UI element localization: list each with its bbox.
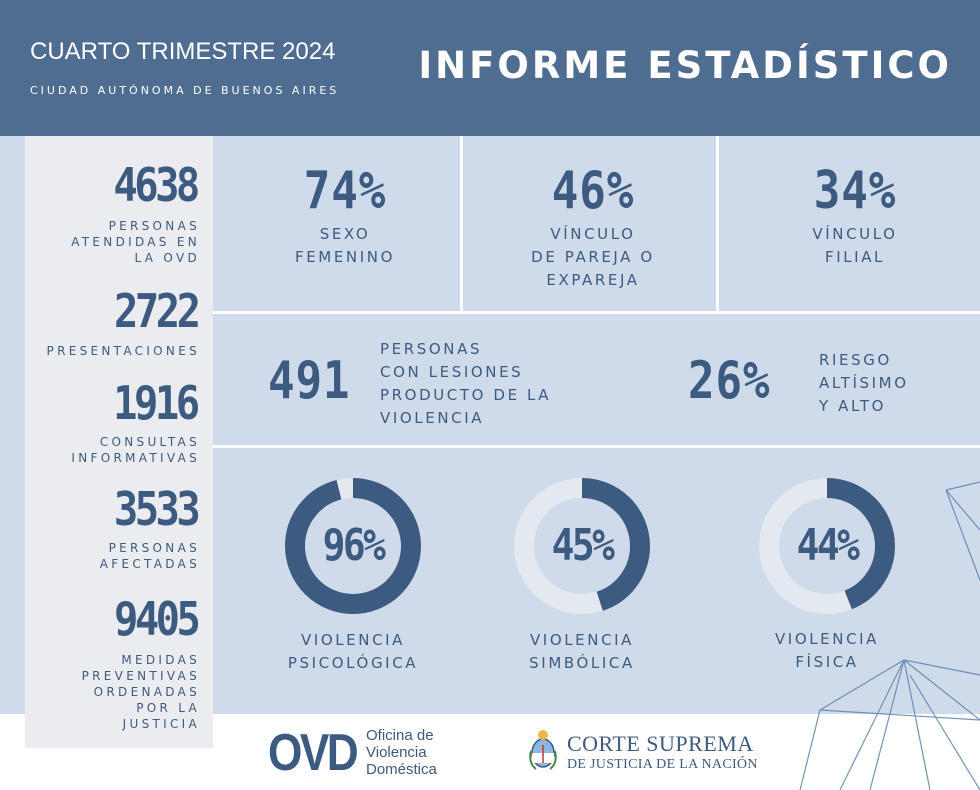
header-banner: CUARTO TRIMESTRE 2024 CIUDAD AUTÓNOMA DE… — [0, 0, 980, 136]
donut-symbolic-violence: 45% — [512, 476, 652, 616]
divider — [213, 311, 980, 314]
stat-label: CONSULTAS INFORMATIVAS — [71, 435, 200, 465]
donut-label: VIOLENCIA PSICOLÓGICA — [287, 631, 419, 672]
ovd-name: Oficina de Violencia Doméstica — [366, 727, 437, 778]
stat-value: 46% — [551, 161, 635, 221]
ring-fill — [759, 478, 895, 614]
stat-injuries-value: 491 — [268, 351, 351, 411]
donut-label: VIOLENCIA SIMBÓLICA — [529, 631, 635, 672]
donut-physical-violence: 44% — [757, 476, 897, 616]
stat-value: 1916 — [113, 376, 201, 430]
donut-label: VIOLENCIA FÍSICA — [774, 630, 880, 671]
stat-injuries-label: PERSONAS CON LESIONES PRODUCTO DE LA VIO… — [380, 340, 552, 427]
ring-fill — [514, 478, 650, 614]
court-crest-icon — [529, 730, 557, 770]
stat-label: VÍNCULO DE PAREJA O EXPAREJA — [531, 225, 655, 289]
stat-value: 2722 — [113, 284, 201, 338]
donut-value: 44% — [796, 520, 860, 571]
ovd-logo: OVD — [268, 724, 359, 782]
stat-label: PRESENTACIONES — [46, 344, 200, 358]
stat-label: VÍNCULO FILIAL — [812, 225, 898, 266]
divider — [213, 445, 980, 448]
divider — [460, 136, 463, 312]
stat-value: 9405 — [113, 592, 201, 646]
summary-sidebar: 4638 PERSONAS ATENDIDAS EN LA OVD 2722 P… — [25, 136, 213, 748]
stat-value: 34% — [813, 161, 897, 221]
decorative-polygon-graphic — [799, 481, 980, 790]
stat-label: PERSONAS AFECTADAS — [99, 541, 200, 571]
stat-value: 74% — [303, 161, 387, 221]
court-name-line1: CORTE SUPREMA — [567, 731, 754, 756]
stat-partner-relationship: 46% VÍNCULO DE PAREJA O EXPAREJA — [478, 162, 708, 292]
stat-affected-persons: 3533 PERSONAS AFECTADAS — [99, 482, 201, 572]
stat-risk-label: RIESGO ALTÍSIMO Y ALTO — [819, 351, 909, 415]
donut-psychological-violence: 96% — [283, 476, 423, 616]
stat-value: 3533 — [113, 482, 201, 536]
stat-persons-attended: 4638 PERSONAS ATENDIDAS EN LA OVD — [71, 158, 201, 266]
donut-value: 96% — [322, 520, 386, 571]
stat-preventive-measures: 9405 MEDIDAS PREVENTIVAS ORDENADAS POR L… — [81, 592, 201, 732]
stat-label: SEXO FEMENINO — [295, 225, 395, 266]
donut-value: 45% — [551, 520, 615, 571]
stat-female-sex: 74% SEXO FEMENINO — [230, 162, 460, 269]
stat-risk-value: 26% — [688, 351, 771, 411]
stat-presentations: 2722 PRESENTACIONES — [46, 284, 201, 359]
report-title: INFORME ESTADÍSTICO — [418, 44, 952, 87]
stat-filial-relationship: 34% VÍNCULO FILIAL — [740, 162, 970, 269]
donut-chart — [514, 478, 650, 614]
report-period: CUARTO TRIMESTRE 2024 — [30, 38, 336, 65]
report-location: CIUDAD AUTÓNOMA DE BUENOS AIRES — [30, 84, 340, 97]
stat-label: MEDIDAS PREVENTIVAS ORDENADAS POR LA JUS… — [81, 653, 200, 731]
stat-informative-queries: 1916 CONSULTAS INFORMATIVAS — [71, 376, 201, 466]
ring-fill — [285, 478, 421, 614]
donut-chart — [285, 478, 421, 614]
stat-value: 4638 — [113, 158, 201, 212]
donut-chart — [759, 478, 895, 614]
divider — [716, 136, 719, 312]
court-name-line2: DE JUSTICIA DE LA NACIÓN — [567, 757, 758, 772]
stat-label: PERSONAS ATENDIDAS EN LA OVD — [71, 219, 200, 265]
